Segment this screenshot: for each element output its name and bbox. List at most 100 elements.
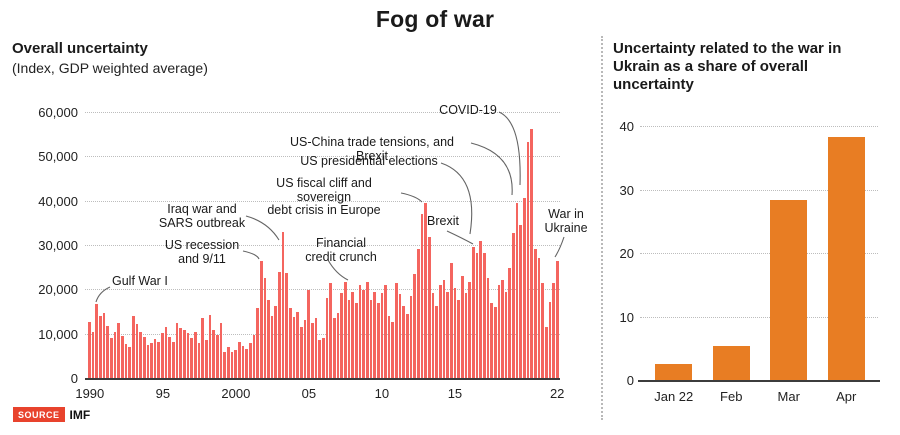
uncertainty-bar	[501, 280, 504, 378]
uncertainty-bar	[208, 315, 212, 378]
uncertainty-bar	[534, 249, 537, 378]
uncertainty-bar	[373, 292, 376, 378]
uncertainty-bar	[512, 233, 515, 378]
ukraine-share-bar	[827, 136, 865, 380]
right-x-tick-label: Feb	[720, 389, 743, 404]
uncertainty-bar	[164, 327, 168, 378]
right-gridline	[640, 126, 878, 127]
left-gridline	[85, 156, 560, 158]
uncertainty-bar	[237, 342, 241, 378]
uncertainty-bar	[537, 258, 541, 378]
uncertainty-bar	[230, 351, 234, 378]
source-value: IMF	[69, 407, 91, 422]
uncertainty-bar	[395, 283, 398, 378]
uncertainty-bar	[179, 327, 183, 378]
chart-annotation: US presidential elections	[300, 154, 438, 168]
left-chart-baseline	[85, 378, 560, 380]
left-x-tick-label: 22	[549, 386, 565, 401]
uncertainty-bar	[120, 335, 124, 378]
uncertainty-bar	[248, 342, 252, 378]
ukraine-share-plot	[645, 126, 875, 380]
bar-slot	[818, 126, 876, 380]
left-gridline	[85, 245, 560, 246]
uncertainty-bar	[190, 338, 194, 378]
uncertainty-bar	[311, 323, 314, 378]
chart-annotation: US-China trade tensions, and Brexit	[290, 135, 454, 163]
left-x-tick-label: 95	[155, 386, 171, 401]
uncertainty-bar	[303, 319, 307, 378]
uncertainty-bar	[475, 252, 479, 378]
uncertainty-bar	[109, 338, 113, 378]
right-y-tick-label: 30	[619, 182, 634, 198]
uncertainty-bar	[88, 322, 91, 378]
uncertainty-bar	[300, 327, 303, 378]
left-y-tick-label: 60,000	[38, 105, 78, 120]
uncertainty-bar	[406, 314, 409, 378]
uncertainty-bar	[460, 276, 464, 378]
right-x-tick-label: Apr	[836, 389, 857, 404]
uncertainty-bar	[526, 142, 530, 378]
uncertainty-bar	[274, 306, 278, 378]
uncertainty-bar	[530, 129, 534, 378]
uncertainty-bar	[139, 331, 142, 378]
bar-slot	[760, 126, 818, 380]
uncertainty-bar	[124, 344, 128, 378]
uncertainty-bar	[267, 299, 270, 378]
uncertainty-bar	[157, 342, 161, 378]
chart-annotation: US recession and 9/11	[164, 238, 240, 266]
chart-annotation: Financial credit crunch	[305, 236, 377, 264]
uncertainty-bar	[453, 288, 457, 378]
left-y-tick-label: 30,000	[38, 238, 78, 253]
uncertainty-bar	[479, 240, 482, 378]
chart-annotation: Brexit	[427, 214, 459, 228]
left-x-tick-label: 05	[301, 386, 317, 401]
uncertainty-bar	[508, 268, 512, 378]
ukraine-share-bar	[712, 346, 750, 380]
uncertainty-bar	[205, 339, 208, 378]
left-y-tick-label: 0	[70, 371, 78, 386]
uncertainty-bar	[234, 350, 237, 378]
uncertainty-bar	[439, 284, 442, 378]
chart-annotation: COVID-19	[439, 103, 497, 117]
source-row: SOURCE IMF	[13, 407, 90, 422]
left-x-tick-label: 15	[447, 386, 463, 401]
uncertainty-bar	[446, 292, 449, 378]
uncertainty-bar	[471, 247, 475, 378]
uncertainty-bar	[409, 295, 413, 378]
uncertainty-bar	[332, 318, 336, 378]
uncertainty-bar	[486, 277, 490, 378]
uncertainty-bar	[314, 318, 318, 378]
left-x-tick-label: 1990	[75, 386, 105, 401]
uncertainty-bar	[153, 339, 157, 378]
uncertainty-bar	[102, 312, 106, 378]
uncertainty-bar	[347, 299, 351, 378]
uncertainty-bar	[380, 293, 384, 378]
uncertainty-bar	[468, 281, 471, 378]
uncertainty-bar	[391, 322, 395, 378]
uncertainty-bar	[343, 281, 347, 378]
right-gridline	[640, 316, 878, 318]
uncertainty-bar	[457, 299, 460, 378]
uncertainty-bar	[142, 337, 146, 378]
uncertainty-bar	[270, 315, 274, 378]
uncertainty-bar	[387, 315, 391, 378]
uncertainty-bar	[307, 289, 311, 378]
uncertainty-bar	[131, 316, 135, 378]
chart-annotation: US fiscal cliff and sovereign debt crisi…	[267, 176, 381, 217]
uncertainty-bar	[329, 283, 332, 378]
uncertainty-bar	[128, 347, 131, 378]
uncertainty-bar	[449, 262, 453, 378]
uncertainty-bar	[285, 272, 289, 378]
right-chart-baseline	[638, 380, 880, 382]
uncertainty-bar	[369, 299, 373, 378]
uncertainty-bar	[95, 303, 98, 378]
right-y-tick-label: 20	[619, 246, 634, 261]
source-badge: SOURCE	[13, 407, 65, 422]
left-chart-title: Overall uncertainty	[12, 40, 148, 57]
uncertainty-bar	[325, 298, 329, 378]
uncertainty-bar	[523, 198, 526, 378]
right-chart-title: Uncertainty related to the war in Ukrain…	[613, 40, 842, 93]
uncertainty-bar	[106, 325, 109, 378]
uncertainty-bar	[296, 311, 300, 378]
uncertainty-bar	[515, 202, 519, 378]
